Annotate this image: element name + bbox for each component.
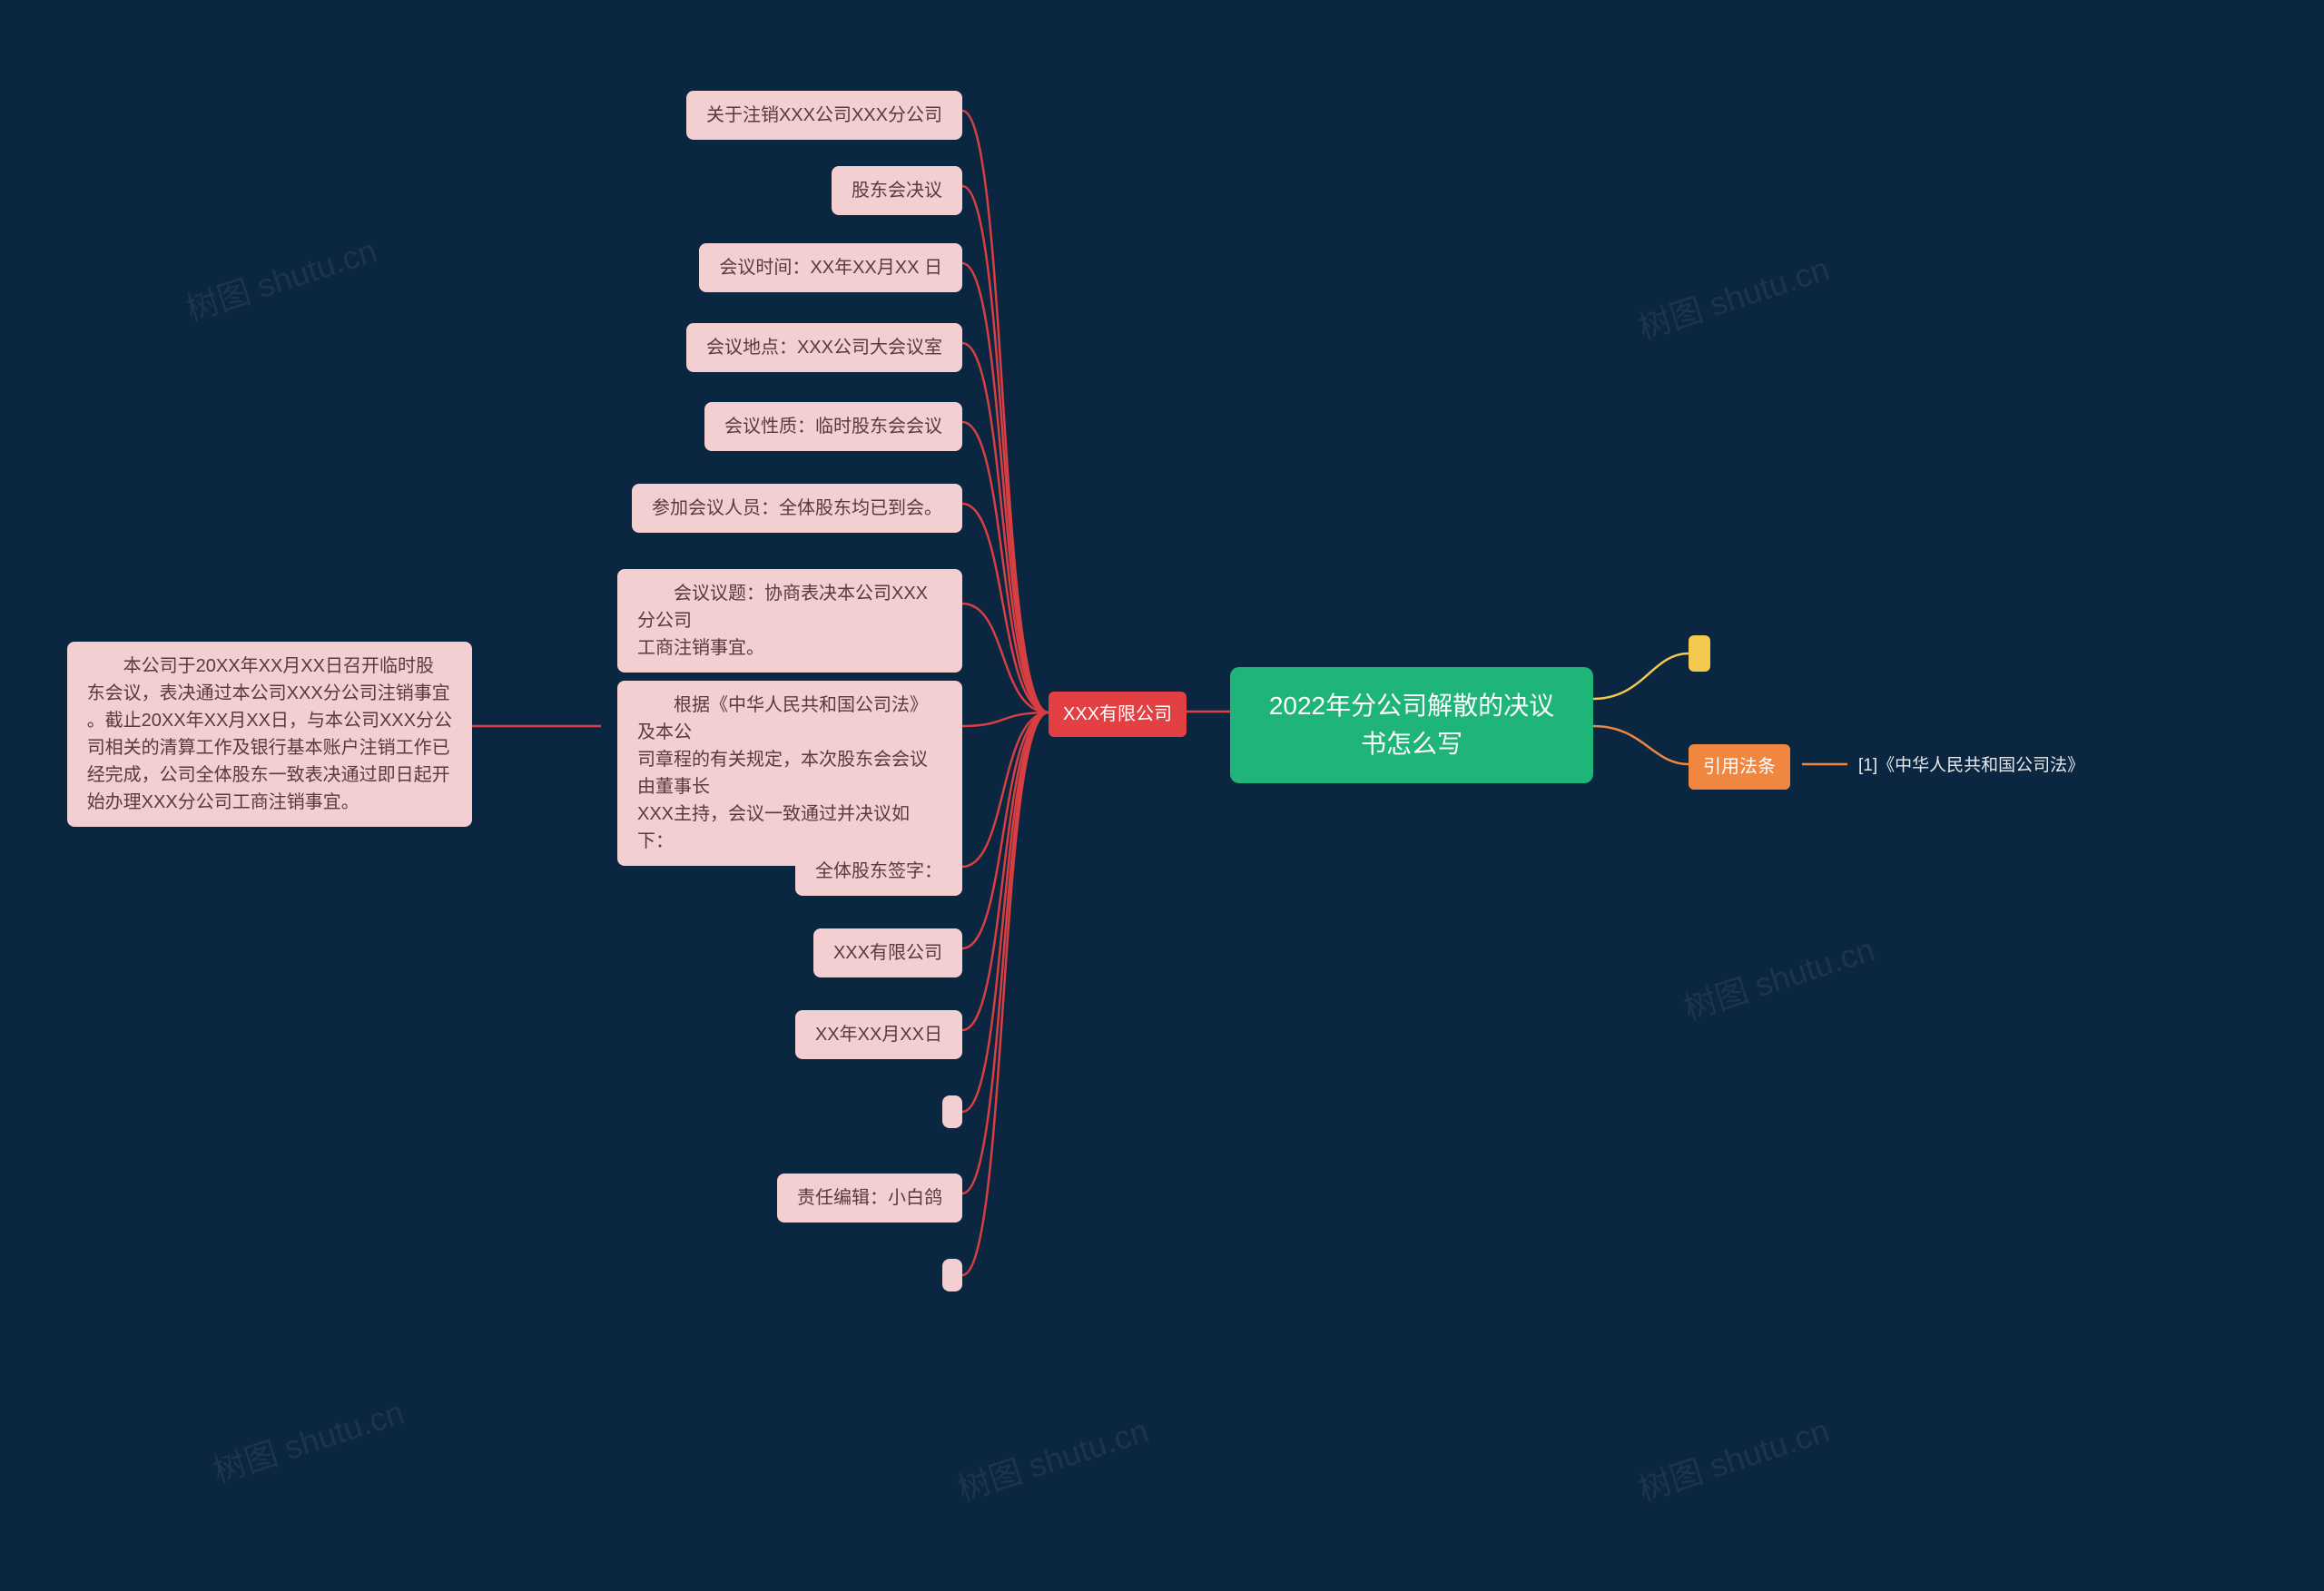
watermark: 树图 shutu.cn — [950, 1405, 1153, 1511]
watermark: 树图 shutu.cn — [206, 1387, 409, 1493]
node-text: 股东会决议 — [852, 177, 942, 204]
watermark: 树图 shutu.cn — [1677, 924, 1879, 1030]
left-branch-node: XXX有限公司 — [1049, 692, 1187, 737]
left-child-node: 责任编辑：小白鸽 — [777, 1174, 962, 1223]
law-reference-text: [1]《中华人民共和国公司法》 — [1858, 753, 2084, 780]
orange-node: 引用法条 — [1689, 744, 1790, 790]
node-text: 参加会议人员：全体股东均已到会。 — [652, 495, 942, 522]
node-text: XX年XX月XX日 — [815, 1021, 942, 1048]
left-child-empty-node — [942, 1095, 962, 1128]
left-child-node: 会议时间：XX年XX月XX 日 — [699, 243, 962, 292]
node-text: 全体股东签字： — [815, 858, 942, 885]
node-text: 关于注销XXX公司XXX分公司 — [706, 102, 942, 129]
node-text: 根据《中华人民共和国公司法》及本公 司章程的有关规定，本次股东会会议由董事长 X… — [637, 692, 942, 855]
left-child-node: XX年XX月XX日 — [795, 1010, 962, 1059]
node-text: 本公司于20XX年XX月XX日召开临时股 东会议，表决通过本公司XXX分公司注销… — [87, 653, 452, 816]
left-branch-label: XXX有限公司 — [1063, 701, 1172, 728]
orange-label: 引用法条 — [1703, 753, 1776, 781]
watermark: 树图 shutu.cn — [1631, 243, 1834, 349]
watermark: 树图 shutu.cn — [1631, 1405, 1834, 1511]
left-child-empty-node — [942, 1259, 962, 1291]
watermark: 树图 shutu.cn — [179, 225, 381, 331]
left-child-node: 关于注销XXX公司XXX分公司 — [686, 91, 962, 140]
left-child-node: 会议地点：XXX公司大会议室 — [686, 323, 962, 372]
law-reference-node: [1]《中华人民共和国公司法》 — [1847, 746, 2095, 787]
node-text: 会议性质：临时股东会会议 — [724, 413, 942, 440]
center-text: 2022年分公司解散的决议 书怎么写 — [1269, 687, 1554, 763]
node-text: 会议地点：XXX公司大会议室 — [706, 334, 942, 361]
left-child-node: 会议议题：协商表决本公司XXX分公司 工商注销事宜。 — [617, 569, 962, 673]
yellow-node — [1689, 635, 1710, 672]
left-child-node: 会议性质：临时股东会会议 — [704, 402, 962, 451]
center-node: 2022年分公司解散的决议 书怎么写 — [1230, 667, 1593, 783]
node-text: 责任编辑：小白鸽 — [797, 1184, 942, 1212]
left-child-node: 全体股东签字： — [795, 847, 962, 896]
node-text: XXX有限公司 — [833, 939, 942, 967]
node-text: 会议议题：协商表决本公司XXX分公司 工商注销事宜。 — [637, 580, 942, 662]
left-child-node: 根据《中华人民共和国公司法》及本公 司章程的有关规定，本次股东会会议由董事长 X… — [617, 681, 962, 866]
left-child-node: 股东会决议 — [832, 166, 962, 215]
left-child-node: 参加会议人员：全体股东均已到会。 — [632, 484, 962, 533]
node-text: 会议时间：XX年XX月XX 日 — [719, 254, 942, 281]
left-grandchild-node: 本公司于20XX年XX月XX日召开临时股 东会议，表决通过本公司XXX分公司注销… — [67, 642, 472, 827]
left-child-node: XXX有限公司 — [813, 928, 962, 977]
